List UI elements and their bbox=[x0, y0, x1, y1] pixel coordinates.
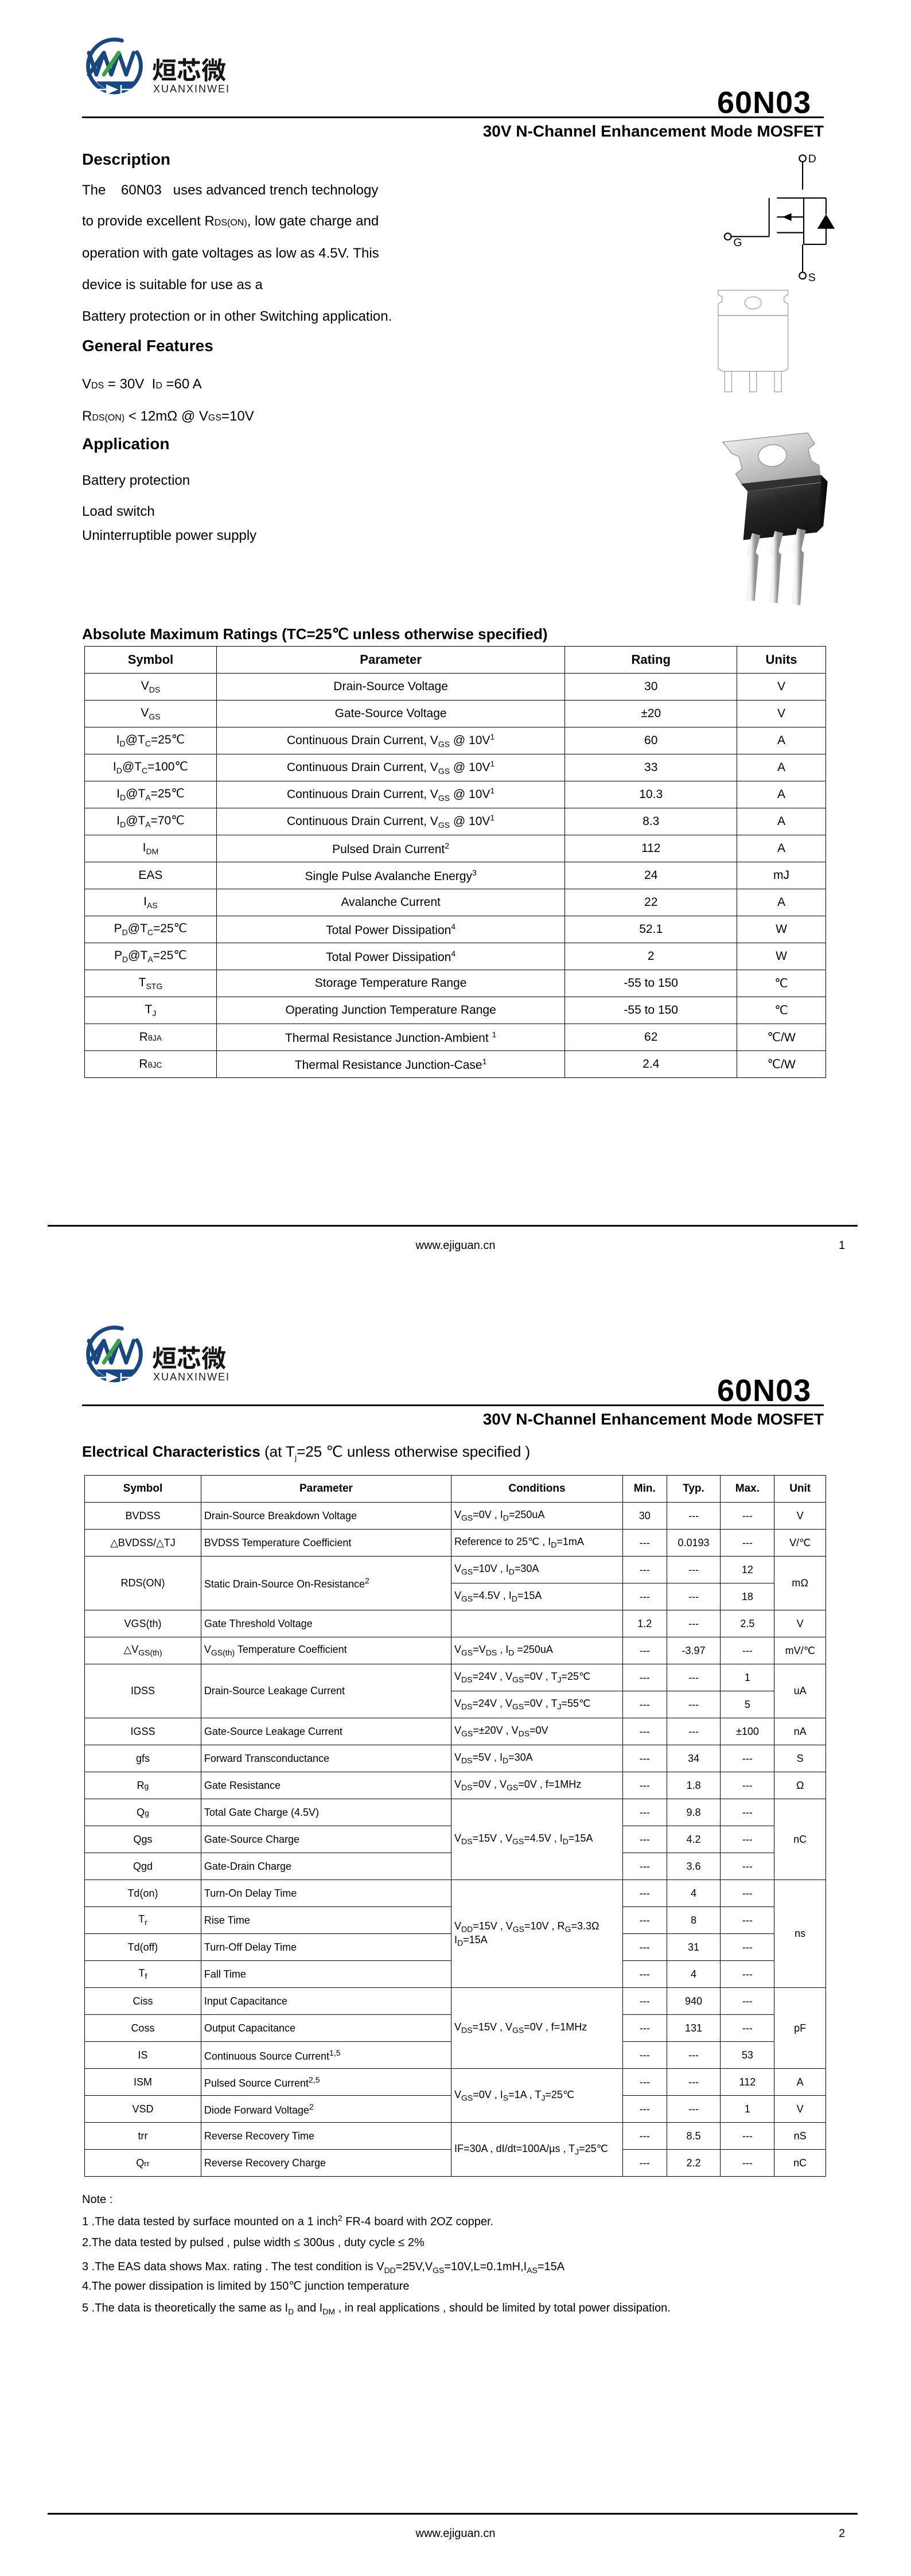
svg-text:G: G bbox=[733, 236, 742, 249]
svg-text:XUANXINWEI: XUANXINWEI bbox=[153, 83, 230, 95]
svg-text:S: S bbox=[808, 271, 816, 284]
svg-text:烜芯微: 烜芯微 bbox=[152, 1339, 226, 1375]
svg-text:D: D bbox=[808, 153, 816, 165]
svg-text:烜芯微: 烜芯微 bbox=[152, 51, 226, 87]
svg-text:XUANXINWEI: XUANXINWEI bbox=[153, 1371, 230, 1383]
